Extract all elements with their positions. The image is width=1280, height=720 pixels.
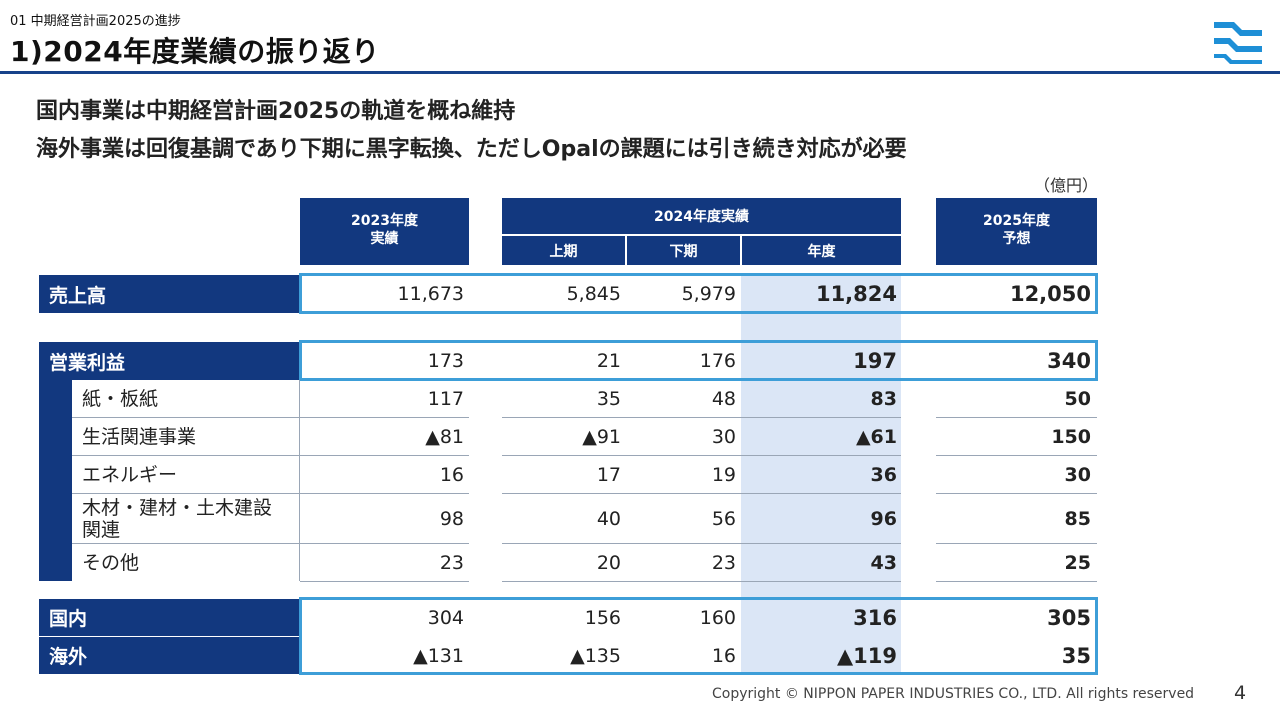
grid-line xyxy=(502,543,901,544)
header-fy2025-line2: 予想 xyxy=(1002,231,1031,247)
living-fy2023: ▲81 xyxy=(425,425,464,448)
domestic-h2: 160 xyxy=(699,606,736,629)
grid-line xyxy=(300,493,469,494)
sales-h2: 5,979 xyxy=(681,283,736,305)
header-fy2023-line2: 実績 xyxy=(370,231,399,247)
grid-line xyxy=(502,581,901,582)
grid-line xyxy=(936,581,1097,582)
grid-line xyxy=(936,493,1097,494)
energy-fy2025: 30 xyxy=(1064,463,1091,486)
living-h2: 30 xyxy=(711,425,736,448)
headline-overseas: 海外事業は回復基調であり下期に黒字転換、ただしOpalの課題には引き続き対応が必… xyxy=(36,137,907,162)
sales-fy2025: 12,050 xyxy=(1009,282,1091,306)
header-fy2025: 2025年度 予想 xyxy=(936,198,1097,265)
wood-fy2024: 96 xyxy=(870,507,897,530)
grid-line xyxy=(72,417,300,418)
grid-line xyxy=(300,455,469,456)
row-label-paper: 紙・板紙 xyxy=(72,380,300,417)
grid-line xyxy=(502,493,901,494)
op-profit-fy2025: 340 xyxy=(1047,349,1091,373)
other-fy2024: 43 xyxy=(870,551,897,574)
wood-h2: 56 xyxy=(711,507,736,530)
op-profit-h1: 21 xyxy=(596,350,621,372)
grid-line xyxy=(72,493,300,494)
header-fy2023: 2023年度 実績 xyxy=(300,198,469,265)
header-h1: 上期 xyxy=(502,236,625,265)
header-fy: 年度 xyxy=(742,236,901,265)
living-fy2025: 150 xyxy=(1051,425,1091,448)
paper-h2: 48 xyxy=(711,387,736,410)
overseas-fy2024: ▲119 xyxy=(837,643,897,668)
row-label-living: 生活関連事業 xyxy=(72,418,300,455)
sales-h1: 5,845 xyxy=(566,283,621,305)
grid-line xyxy=(72,455,300,456)
energy-fy2024: 36 xyxy=(870,463,897,486)
row-label-other: その他 xyxy=(72,544,300,581)
unit-label: （億円） xyxy=(1034,176,1099,195)
energy-h2: 19 xyxy=(711,463,736,486)
domestic-overseas-frame xyxy=(299,597,1098,675)
company-logo-icon xyxy=(1214,22,1262,64)
grid-line xyxy=(936,455,1097,456)
grid-line xyxy=(936,417,1097,418)
row-label-sales: 売上高 xyxy=(39,275,300,313)
header-fy2023-line1: 2023年度 xyxy=(351,213,418,229)
domestic-fy2023: 304 xyxy=(427,606,464,629)
page-number: 4 xyxy=(1234,682,1247,704)
op-profit-h2: 176 xyxy=(699,350,736,372)
header-h2: 下期 xyxy=(627,236,740,265)
grid-line xyxy=(300,543,469,544)
sales-row-frame xyxy=(299,273,1098,314)
grid-line xyxy=(300,581,469,582)
domestic-fy2024: 316 xyxy=(853,605,897,630)
domestic-fy2025: 305 xyxy=(1047,605,1091,630)
other-h1: 20 xyxy=(596,551,621,574)
living-fy2024: ▲61 xyxy=(855,425,897,448)
other-h2: 23 xyxy=(711,551,736,574)
copyright-text: Copyright © NIPPON PAPER INDUSTRIES CO.,… xyxy=(712,686,1195,702)
overseas-h2: 16 xyxy=(711,644,736,667)
paper-fy2025: 50 xyxy=(1064,387,1091,410)
wood-h1: 40 xyxy=(596,507,621,530)
paper-h1: 35 xyxy=(596,387,621,410)
grid-line xyxy=(300,417,469,418)
header-fy2024: 2024年度実績 xyxy=(502,198,901,234)
row-label-operating-profit: 営業利益 xyxy=(39,342,300,380)
overseas-fy2023: ▲131 xyxy=(413,644,464,667)
sales-fy2024: 11,824 xyxy=(815,282,897,306)
grid-line xyxy=(502,417,901,418)
header-fy2025-line1: 2025年度 xyxy=(983,213,1050,229)
sales-fy2023: 11,673 xyxy=(397,283,464,305)
op-profit-row-frame xyxy=(299,340,1098,381)
page-title: 1)2024年度業績の振り返り xyxy=(10,35,380,68)
domestic-h1: 156 xyxy=(584,606,621,629)
wood-fy2025: 85 xyxy=(1064,507,1091,530)
row-label-energy: エネルギー xyxy=(72,456,300,493)
grid-line xyxy=(72,543,300,544)
paper-fy2023: 117 xyxy=(427,387,464,410)
energy-fy2023: 16 xyxy=(439,463,464,486)
living-h1: ▲91 xyxy=(582,425,621,448)
grid-line xyxy=(936,543,1097,544)
overseas-h1: ▲135 xyxy=(570,644,621,667)
row-label-overseas: 海外 xyxy=(39,637,300,674)
other-fy2023: 23 xyxy=(439,551,464,574)
grid-line xyxy=(502,455,901,456)
row-label-domestic: 国内 xyxy=(39,599,300,636)
title-divider xyxy=(0,71,1280,74)
energy-h1: 17 xyxy=(596,463,621,486)
op-profit-fy2023: 173 xyxy=(427,350,464,372)
overseas-fy2025: 35 xyxy=(1061,643,1091,668)
segment-side-bar xyxy=(39,380,72,581)
wood-fy2023: 98 xyxy=(439,507,464,530)
op-profit-fy2024: 197 xyxy=(853,349,897,373)
paper-fy2024: 83 xyxy=(870,387,897,410)
section-label: 01 中期経営計画2025の進捗 xyxy=(10,14,181,29)
row-label-wood: 木材・建材・土木建設関連 xyxy=(72,494,300,543)
headline-domestic: 国内事業は中期経営計画2025の軌道を概ね維持 xyxy=(36,99,516,124)
other-fy2025: 25 xyxy=(1064,551,1091,574)
